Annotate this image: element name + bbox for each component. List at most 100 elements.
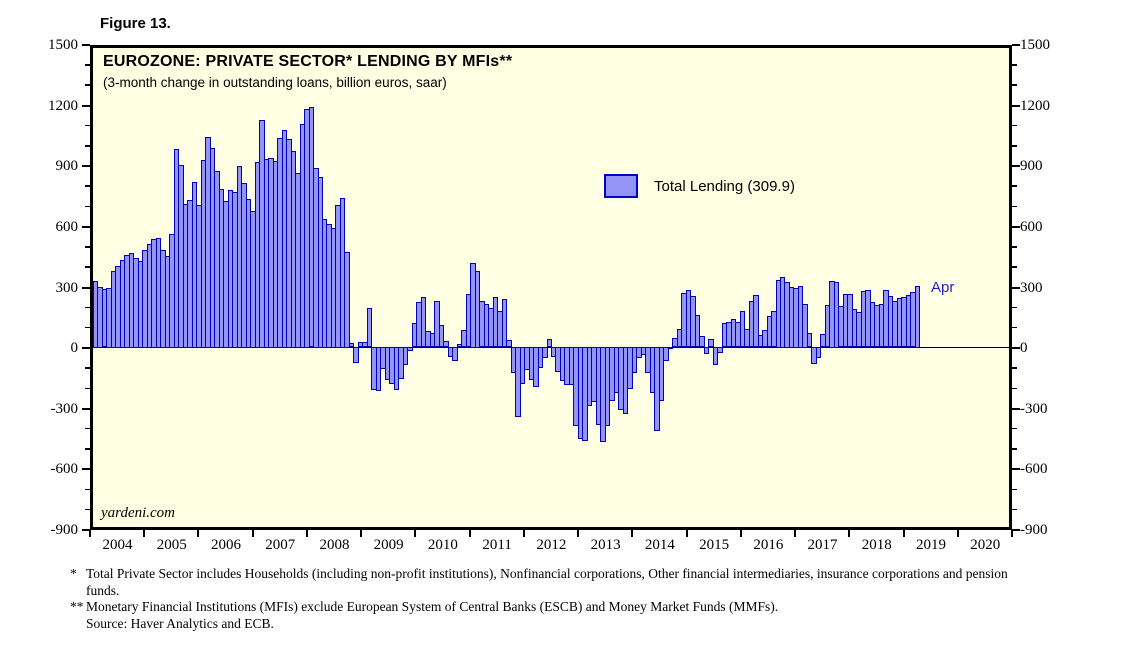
x-axis-label: 2014 bbox=[644, 537, 675, 553]
bar bbox=[699, 336, 705, 347]
x-axis-tick bbox=[631, 530, 634, 537]
y-axis-minor-tick bbox=[85, 448, 90, 450]
footnote-marker bbox=[62, 616, 86, 633]
x-axis-tick bbox=[739, 530, 742, 537]
x-axis-tick bbox=[305, 530, 308, 537]
y-axis-minor-tick bbox=[85, 185, 90, 187]
bar bbox=[632, 347, 637, 373]
bar bbox=[349, 343, 354, 347]
x-axis-tick bbox=[794, 530, 797, 537]
y-axis-minor-tick bbox=[85, 387, 90, 390]
y-axis-major-tick bbox=[82, 347, 90, 350]
y-axis-minor-tick bbox=[85, 84, 90, 86]
y-axis-label: 600 bbox=[55, 218, 79, 235]
y-axis-label: -900 bbox=[50, 522, 79, 538]
bar bbox=[506, 340, 512, 347]
y-axis-minor-tick bbox=[1012, 266, 1017, 268]
legend-swatch bbox=[604, 174, 638, 198]
y-axis-major-tick bbox=[82, 407, 90, 410]
x-axis-label: 2013 bbox=[590, 537, 621, 553]
bar bbox=[407, 347, 413, 351]
footnote-text: Total Private Sector includes Households… bbox=[86, 566, 1008, 598]
bar bbox=[367, 308, 372, 347]
x-axis-label: 2011 bbox=[482, 537, 512, 553]
bar bbox=[807, 333, 812, 347]
x-axis-tick bbox=[902, 530, 905, 537]
chart-subtitle: (3-month change in outstanding loans, bi… bbox=[103, 75, 447, 90]
x-axis-tick bbox=[143, 530, 146, 537]
y-axis-minor-tick bbox=[85, 266, 90, 268]
y-axis-label: 600 bbox=[1020, 218, 1043, 235]
chart-title: EUROZONE: PRIVATE SECTOR* LENDING BY MFI… bbox=[103, 53, 513, 70]
bar bbox=[668, 347, 673, 349]
y-axis-label: 0 bbox=[70, 340, 79, 357]
y-axis-major-tick bbox=[1012, 347, 1020, 350]
bar bbox=[547, 339, 552, 347]
y-axis-label: 1500 bbox=[48, 37, 78, 53]
x-axis-tick bbox=[89, 530, 91, 537]
y-axis-label: 1500 bbox=[1020, 37, 1050, 53]
bar bbox=[704, 347, 709, 354]
y-axis-label: 1200 bbox=[48, 97, 78, 114]
footnote-text: Monetary Financial Institutions (MFIs) e… bbox=[86, 599, 779, 614]
y-axis-label: -600 bbox=[50, 461, 79, 478]
y-axis-major-tick bbox=[1012, 165, 1020, 168]
y-axis-minor-tick bbox=[1012, 488, 1017, 491]
y-axis-minor-tick bbox=[85, 64, 90, 66]
bar bbox=[443, 341, 449, 347]
y-axis-major-tick bbox=[82, 104, 90, 107]
bar bbox=[753, 295, 759, 347]
x-axis-tick bbox=[251, 530, 254, 537]
y-axis-major-tick bbox=[82, 529, 90, 531]
footnote-row: Source: Haver Analytics and ECB. bbox=[62, 616, 1052, 633]
x-axis-label: 2012 bbox=[536, 537, 567, 553]
bar bbox=[434, 301, 440, 347]
y-axis-minor-tick bbox=[85, 508, 90, 511]
bar bbox=[708, 339, 714, 347]
bar bbox=[915, 286, 920, 348]
y-axis-major-tick bbox=[82, 44, 90, 46]
x-axis-label: 2020 bbox=[970, 537, 1001, 553]
footnote-row: ** Monetary Financial Institutions (MFIs)… bbox=[62, 599, 1052, 616]
x-axis-label: 2010 bbox=[427, 537, 458, 553]
y-axis-label: 900 bbox=[55, 158, 79, 175]
y-axis-minor-tick bbox=[1012, 427, 1017, 430]
y-axis-major-tick bbox=[1012, 468, 1020, 471]
y-axis-minor-tick bbox=[1012, 387, 1017, 390]
x-axis-label: 2008 bbox=[319, 537, 350, 553]
y-axis-minor-tick bbox=[85, 306, 90, 309]
y-axis-minor-tick bbox=[1012, 145, 1017, 147]
y-axis-label: -900 bbox=[1020, 522, 1048, 538]
bar bbox=[452, 347, 458, 361]
plot-inner: EUROZONE: PRIVATE SECTOR* LENDING BY MFI… bbox=[93, 48, 1009, 527]
y-axis-minor-tick bbox=[85, 427, 90, 430]
y-axis-label: -600 bbox=[1020, 461, 1048, 478]
y-axis-label: 900 bbox=[1020, 158, 1043, 175]
x-axis-label: 2019 bbox=[916, 537, 947, 553]
x-axis-label: 2017 bbox=[807, 537, 838, 553]
x-axis-tick bbox=[577, 530, 580, 537]
y-axis-minor-tick bbox=[1012, 508, 1017, 511]
y-axis-minor-tick bbox=[1012, 246, 1017, 248]
x-axis-tick bbox=[956, 530, 959, 537]
x-axis-tick bbox=[522, 530, 525, 537]
x-axis-tick bbox=[360, 530, 363, 537]
y-axis-minor-tick bbox=[85, 488, 90, 491]
x-axis-tick bbox=[468, 530, 471, 537]
y-axis-major-tick bbox=[82, 286, 90, 289]
x-axis-tick bbox=[414, 530, 417, 537]
footnote-marker: ** bbox=[70, 599, 84, 614]
bar bbox=[659, 347, 664, 401]
y-axis-minor-tick bbox=[85, 205, 90, 208]
bar bbox=[344, 252, 350, 348]
bar bbox=[439, 325, 444, 347]
bar bbox=[695, 315, 700, 347]
y-axis-major-tick bbox=[1012, 225, 1020, 228]
y-axis-minor-tick bbox=[1012, 64, 1017, 66]
y-axis-label: 0 bbox=[1020, 340, 1028, 357]
y-axis-major-tick bbox=[82, 225, 90, 228]
plot-area: EUROZONE: PRIVATE SECTOR* LENDING BY MFI… bbox=[90, 45, 1012, 530]
y-axis-major-tick bbox=[1012, 104, 1020, 107]
bar bbox=[353, 347, 359, 363]
bar bbox=[816, 347, 821, 358]
